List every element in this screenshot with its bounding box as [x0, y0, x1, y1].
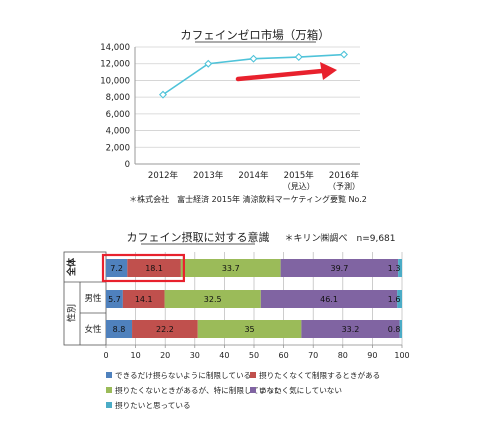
- bar-chart-x-tick-label: 100: [394, 351, 409, 360]
- bar-chart-x-tick-labels: 0 10 20 30 40 50 60 70 80 90 100: [103, 345, 410, 360]
- line-chart-source: ＊株式会社 富士経済 2015年 清涼飲料マーケティング要覧 No.2: [129, 194, 367, 204]
- bar-segment: [399, 320, 402, 338]
- trend-arrow-shaft: [235, 68, 325, 82]
- bar-data-label: 14.1: [135, 295, 153, 304]
- line-chart-y-tick-label: 0: [125, 160, 130, 170]
- bar-segment: [164, 290, 261, 308]
- bar-segment: [301, 320, 400, 338]
- line-chart-x-tick-label: 2016年: [329, 170, 360, 181]
- line-chart-y-tick-label: 10,000: [100, 76, 130, 86]
- trend-arrow: [235, 62, 337, 82]
- bar-chart-x-tick-label: 70: [308, 351, 318, 360]
- highlight-box: [101, 253, 185, 283]
- legend-swatch: [106, 402, 112, 408]
- bar-data-label: 1.3: [388, 264, 401, 273]
- bar-chart-title: カフェイン摂取に対する意識: [127, 230, 270, 244]
- line-chart-points: [159, 50, 348, 99]
- legend-swatch: [250, 387, 256, 393]
- bar-chart-note: ＊キリン㈱調べ n=9,681: [284, 232, 395, 244]
- bar-chart-legend: できるだけ摂らないように制限している 摂りたくなくて制限するときがある摂りたくない…: [106, 370, 380, 410]
- bar-segment: [106, 320, 133, 338]
- line-chart-point: [340, 50, 348, 59]
- legend-swatch: [106, 387, 112, 393]
- line-chart-point: [249, 54, 258, 63]
- bar-chart-data-labels: 7.2 18.1 33.7 39.7 1.3 5.7 14.1 32.5 46.1 1.6 8.8 2…: [108, 264, 400, 334]
- line-chart-x-tick-labels: 2012年 2013年 2014年 2015年（見込） 2016年（予測）: [148, 170, 360, 191]
- bar-chart-x-tick-label: 30: [190, 351, 200, 360]
- bar-segment: [197, 320, 302, 338]
- line-chart-y-tick-label: 4,000: [106, 127, 130, 137]
- bar-data-label: 5.7: [108, 295, 121, 304]
- bar-segment: [132, 320, 198, 338]
- trend-arrow-head: [320, 62, 337, 80]
- bar-data-label: 8.8: [113, 325, 126, 334]
- legend-label: まったく気にしていない: [259, 385, 342, 395]
- bar-data-label: 22.2: [156, 325, 174, 334]
- bar-data-label: 46.1: [320, 295, 338, 304]
- row-label-male: 男性: [84, 293, 102, 304]
- line-chart-title: カフェインゼロ市場（万箱）: [180, 28, 330, 42]
- line-chart-y-tick-labels: 0 2,000 4,000 6,000 8,000 10,000 12,000 14,000: [100, 43, 130, 170]
- line-chart-point: [159, 90, 167, 99]
- bar-data-label: 39.7: [330, 264, 348, 273]
- bar-segment: [106, 290, 123, 308]
- line-chart-x-tick-sublabel: （予測）: [328, 181, 360, 191]
- legend-label: できるだけ摂らないように制限している: [115, 370, 251, 380]
- bar-chart-x-tick-label: 40: [219, 351, 229, 360]
- bar-segment: [122, 290, 165, 308]
- bar-segment: [127, 259, 181, 277]
- bar-chart-x-tick-label: 50: [249, 351, 259, 360]
- line-chart-y-tick-label: 12,000: [100, 60, 130, 70]
- row-label-female: 女性: [84, 324, 102, 335]
- bar-segment: [180, 259, 281, 277]
- bar-chart-label-panel: 全体 性別 男性 女性: [63, 251, 107, 346]
- legend-label: 摂りたくないときがあるが、特に制限していない: [115, 385, 282, 395]
- bar-data-label: 32.5: [204, 295, 222, 304]
- group-label-overall: 全体: [66, 257, 78, 277]
- line-chart-x-tick-label: 2013年: [193, 170, 224, 181]
- legend-swatch: [250, 372, 256, 378]
- bar-segment: [397, 290, 402, 308]
- bar-chart-x-tick-label: 80: [338, 351, 348, 360]
- line-chart-point: [204, 59, 213, 68]
- line-chart: カフェインゼロ市場（万箱） 0 2,000 4,000 6,000 8,000 10,00…: [100, 28, 367, 204]
- bar-data-label: 35: [244, 325, 254, 334]
- bar-segment: [260, 290, 398, 308]
- bar-chart-x-tick-label: 10: [131, 351, 141, 360]
- line-chart-x-tick-sublabel: （見込）: [283, 182, 315, 191]
- bar-data-label: 1.6: [388, 295, 401, 304]
- bar-data-label: 7.2: [110, 264, 123, 273]
- bar-chart-bars: [106, 259, 402, 338]
- bar-segment: [398, 259, 402, 277]
- bar-data-label: 0.8: [388, 325, 401, 334]
- bar-data-label: 33.7: [222, 264, 240, 273]
- bar-chart: カフェイン摂取に対する意識 ＊キリン㈱調べ n=9,681 全体 性別 男性 女…: [63, 230, 410, 410]
- line-chart-y-tick-label: 14,000: [100, 43, 130, 53]
- line-chart-x-tick-label: 2015年: [284, 170, 315, 181]
- line-chart-point: [294, 53, 303, 62]
- bar-chart-x-tick-label: 0: [103, 351, 108, 360]
- line-chart-grid: [135, 46, 360, 148]
- bar-data-label: 33.2: [342, 325, 360, 334]
- bar-segment: [280, 259, 399, 277]
- legend-swatch: [106, 372, 112, 378]
- group-label-gender: 性別: [66, 304, 78, 322]
- legend-label: 摂りたくなくて制限するときがある: [259, 370, 380, 380]
- line-chart-x-tick-label: 2012年: [148, 170, 179, 181]
- line-chart-y-tick-label: 2,000: [106, 143, 130, 153]
- line-chart-y-tick-label: 8,000: [106, 93, 130, 103]
- legend-label: 摂りたいと思っている: [115, 400, 191, 410]
- bar-chart-x-tick-label: 60: [279, 351, 289, 360]
- bar-chart-x-tick-label: 20: [160, 351, 170, 360]
- line-chart-y-tick-label: 6,000: [106, 110, 130, 120]
- bar-data-label: 18.1: [145, 264, 163, 273]
- bar-segment: [106, 259, 128, 277]
- bar-chart-x-tick-label: 90: [367, 351, 377, 360]
- line-chart-x-tick-label: 2014年: [238, 170, 269, 181]
